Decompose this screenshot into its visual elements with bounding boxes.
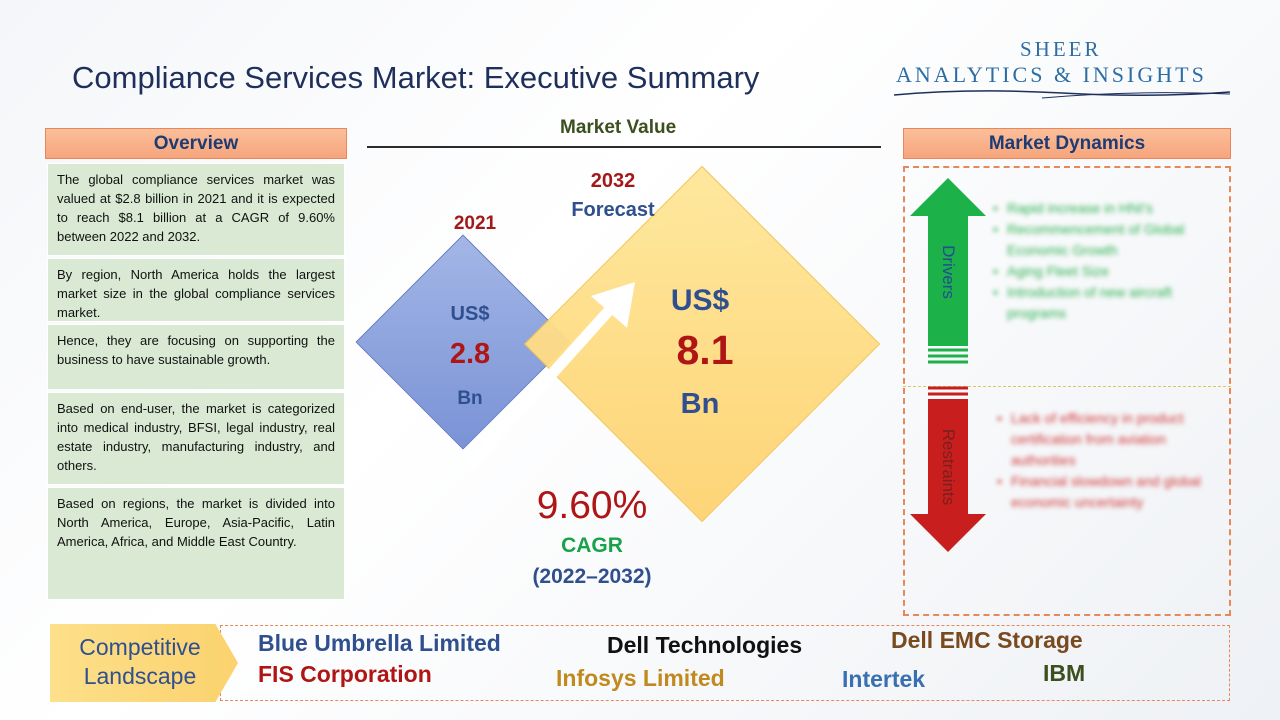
drivers-label: Drivers <box>939 245 958 299</box>
company-name: Dell Technologies <box>607 632 803 658</box>
restraints-list: Lack of efficiency in product certificat… <box>997 408 1217 513</box>
logo-swoosh <box>893 90 1231 99</box>
competitive-landscape-label: Competitive Landscape <box>79 634 201 689</box>
driver-item: Aging Fleet Size <box>993 261 1213 282</box>
cagr-label: CAGR <box>561 534 623 557</box>
market-dynamics-header: Market Dynamics <box>903 128 1231 159</box>
cagr-period: (2022–2032) <box>532 565 652 588</box>
company-name: FIS Corporation <box>258 661 432 687</box>
driver-item: Recommencement of Global Economic Growth <box>993 219 1213 261</box>
overview-paragraph-3: Hence, they are focusing on supporting t… <box>47 324 345 390</box>
restraints-label: Restraints <box>939 428 958 506</box>
competitive-landscape-tag <box>50 624 238 702</box>
overview-paragraph-2: By region, North America holds the large… <box>47 258 345 322</box>
value-2032: 8.1 <box>676 327 734 373</box>
logo-text-line2: ANALYTICS & INSIGHTS <box>896 62 1207 87</box>
driver-item: Introduction of new aircraft programs <box>993 282 1213 324</box>
unit-2032: Bn <box>680 388 720 420</box>
restraint-item: Lack of efficiency in product certificat… <box>997 408 1217 471</box>
company-name: IBM <box>1043 660 1086 686</box>
drivers-list: Rapid increase in HNI's Recommencement o… <box>993 198 1213 324</box>
page-title: Compliance Services Market: Executive Su… <box>72 60 760 95</box>
currency-2021: US$ <box>450 303 490 325</box>
growth-arrow-icon <box>466 282 635 468</box>
market-dynamics-panel <box>903 166 1231 616</box>
logo-text-line1: SHEER <box>1020 37 1102 61</box>
market-value-divider <box>367 146 881 148</box>
company-name: Intertek <box>842 666 926 692</box>
forecast-label: Forecast <box>571 199 655 221</box>
value-2021: 2.8 <box>449 338 491 370</box>
company-name: Dell EMC Storage <box>891 627 1083 653</box>
cagr-value: 9.60% <box>536 484 648 527</box>
company-name: Blue Umbrella Limited <box>258 630 501 656</box>
year-2032-label: 2032 <box>590 170 636 192</box>
overview-paragraph-5: Based on regions, the market is divided … <box>47 487 345 600</box>
company-name: Infosys Limited <box>556 665 725 691</box>
driver-item: Rapid increase in HNI's <box>993 198 1213 219</box>
overview-header: Overview <box>45 128 347 159</box>
overview-paragraph-1: The global compliance services market wa… <box>47 163 345 256</box>
market-value-title: Market Value <box>560 117 677 138</box>
currency-2032: US$ <box>670 284 730 317</box>
down-arrow-icon <box>910 386 986 552</box>
unit-2021: Bn <box>457 388 483 409</box>
year-2021-label: 2021 <box>453 213 497 234</box>
overview-paragraph-4: Based on end-user, the market is categor… <box>47 392 345 485</box>
dynamics-divider <box>903 386 1231 387</box>
restraint-item: Financial slowdown and global economic u… <box>997 471 1217 513</box>
up-arrow-icon <box>910 178 986 364</box>
